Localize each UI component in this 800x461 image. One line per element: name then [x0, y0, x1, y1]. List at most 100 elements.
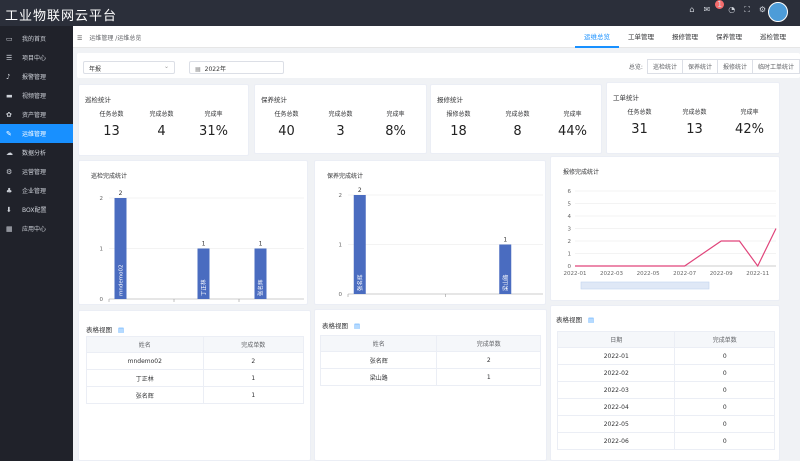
x-tick-label: 2022-07	[673, 271, 696, 277]
tab[interactable]: 运维总览	[575, 26, 619, 48]
grid-icon: ▦	[6, 224, 13, 233]
stat-card: 巡检统计 任务总数 13 完成总数 4 完成率 31%	[78, 84, 249, 156]
column-header[interactable]: 姓名	[86, 336, 204, 353]
temp-order-stats-button[interactable]: 临时工单统计	[751, 59, 800, 74]
y-tick-label: 1	[568, 252, 572, 258]
table-row: 2022-01 0	[556, 347, 775, 365]
list-icon: ☰	[6, 53, 13, 62]
fullscreen-icon[interactable]: ⛶	[744, 5, 750, 14]
sidebar-item[interactable]: ☁ 数据分析	[0, 143, 73, 162]
bar	[499, 244, 512, 294]
module-tabs: 运维总览 工单管理 报修管理 保养管理 巡检管理	[575, 26, 795, 48]
y-tick-label: 6	[568, 189, 572, 195]
sidebar-item-label: 项目中心	[22, 55, 47, 62]
table-cell: 张名辉	[319, 351, 438, 369]
stat-value: 31	[631, 122, 648, 137]
table-cell: 丁正林	[86, 369, 204, 387]
sidebar-item[interactable]: ☰ 项目中心	[0, 48, 73, 67]
column-header[interactable]: 完成单数	[674, 331, 775, 348]
table-cell: 2022-01	[556, 347, 676, 365]
app-title: 工业物联网云平台	[5, 9, 118, 24]
chart-title: 保养完成统计	[327, 173, 364, 180]
period-select[interactable]: 年报 ⌄	[83, 61, 175, 74]
stat-label: 任务总数	[99, 111, 124, 118]
stat-column: 完成率 31%	[186, 109, 241, 139]
stat-label: 完成率	[386, 111, 405, 118]
tab[interactable]: 工单管理	[628, 33, 654, 41]
cloud-icon: ☁	[6, 148, 13, 157]
stat-label: 任务总数	[627, 109, 652, 116]
message-icon[interactable]: ✉1	[703, 0, 725, 14]
tab[interactable]: 巡检管理	[760, 33, 786, 41]
tab[interactable]: 保养管理	[716, 33, 742, 41]
avatar[interactable]	[768, 2, 788, 22]
hamburger-icon[interactable]: ☰	[77, 35, 83, 42]
stat-value: 8	[513, 124, 522, 139]
stat-column: 完成总数 13	[667, 107, 722, 137]
breadcrumb-text: 运维管理 /运维总览	[89, 35, 142, 42]
export-icon[interactable]: ▤	[588, 316, 595, 324]
table-cell: 2	[202, 352, 305, 370]
column-header[interactable]: 姓名	[319, 335, 438, 352]
quick-label: 总览:	[628, 64, 643, 71]
stat-column: 任务总数 40	[259, 109, 314, 139]
monitor-icon: ▭	[6, 34, 13, 43]
main-content: ☰ 运维管理 /运维总览 运维总览 工单管理 报修管理 保养管理 巡检管理 年报 ⌄ ▦ 20…	[73, 26, 800, 461]
maintenance-chart-card: 保养完成统计 0 1 2 2 张名辉 1 梁山路	[314, 160, 546, 305]
table-cell: 2022-05	[556, 415, 676, 433]
column-header[interactable]: 完成单数	[202, 336, 305, 353]
stat-label: 完成总数	[328, 111, 353, 118]
settings-icon[interactable]: ⚙	[758, 5, 766, 14]
table-title: 表格视图 ▤	[322, 320, 360, 330]
stat-title: 报修统计	[437, 96, 463, 104]
sidebar: ▭ 我的首页 ☰ 项目中心 ♪ 报警管理 ▬ 视频管理 ✿ 资产管理 ✎ 运维管理 ☁ 数据分析 ⚙ 运营管理…	[0, 26, 73, 461]
column-header[interactable]: 日期	[556, 331, 676, 348]
sidebar-item[interactable]: ✎ 运维管理	[0, 124, 73, 143]
sidebar-item[interactable]: ▦ 应用中心	[0, 219, 73, 238]
table-title: 表格视图 ▤	[556, 314, 594, 324]
sidebar-item[interactable]: ▭ 我的首页	[0, 29, 73, 48]
maintenance-stats-button[interactable]: 保养统计	[681, 59, 717, 74]
table-row: 张名辉 1	[86, 386, 305, 404]
sidebar-item[interactable]: ♣ 企业管理	[0, 181, 73, 200]
period-value: 年报	[89, 66, 102, 73]
bell-icon[interactable]: ◔	[728, 5, 736, 14]
inspection-stats-button[interactable]: 巡检统计	[646, 59, 682, 74]
data-table: 姓名 完成单数 mndemo02 2 丁正林 1 张名辉 1	[86, 336, 305, 404]
data-table: 姓名 完成单数 张名辉 2 梁山路 1	[319, 335, 541, 386]
stat-card: 保养统计 任务总数 40 完成总数 3 完成率 8%	[254, 84, 427, 154]
sidebar-item-label: 运营管理	[22, 169, 47, 176]
sidebar-item-label: 数据分析	[22, 150, 47, 157]
sidebar-item[interactable]: ⚙ 运营管理	[0, 162, 73, 181]
tab[interactable]: 报修管理	[672, 33, 698, 41]
top-bar: 工业物联网云平台 ⌂ ✉1 ◔ ⛶ ⚙	[0, 0, 800, 26]
y-tick-label: 2	[339, 193, 343, 199]
stat-column: 完成率 8%	[368, 109, 423, 139]
sidebar-item-label: BOX配置	[22, 207, 47, 214]
column-header[interactable]: 完成单数	[436, 335, 541, 352]
stat-value: 18	[450, 124, 467, 139]
sidebar-item-label: 应用中心	[22, 226, 47, 233]
zoom-slider	[580, 281, 710, 290]
sidebar-item[interactable]: ⬇ BOX配置	[0, 200, 73, 219]
repair-chart-card: 报修完成统计 0 1 2 3 4 5 6 2022-01 2022-03 2022-05 2022-…	[550, 156, 780, 301]
sidebar-item[interactable]: ▬ 视频管理	[0, 86, 73, 105]
sidebar-item[interactable]: ✿ 资产管理	[0, 105, 73, 124]
stat-title: 工单统计	[613, 94, 639, 102]
table-cell: 0	[674, 381, 775, 399]
stat-label: 完成总数	[682, 109, 707, 116]
year-picker[interactable]: ▦ 2022年	[189, 61, 284, 74]
repair-line-chart: 0 1 2 3 4 5 6 2022-01 2022-03 2022-05 2022-07 2022-…	[564, 189, 777, 290]
bar-category-label: mndemo02	[119, 265, 125, 296]
chevron-down-icon: ⌄	[163, 63, 169, 70]
export-icon[interactable]: ▤	[118, 326, 125, 334]
bar-value-label: 1	[202, 241, 206, 248]
bar-category-label: 张名辉	[257, 279, 265, 296]
sidebar-item[interactable]: ♪ 报警管理	[0, 67, 73, 86]
data-table: 日期 完成单数 2022-01 0 2022-02 0 2022-03 0 2022-04 0 20…	[556, 331, 775, 450]
export-icon[interactable]: ▤	[354, 322, 361, 330]
home-icon[interactable]: ⌂	[689, 5, 695, 14]
wrench-icon: ✎	[6, 129, 12, 138]
stat-title: 巡检统计	[85, 96, 111, 104]
repair-stats-button[interactable]: 报修统计	[716, 59, 752, 74]
